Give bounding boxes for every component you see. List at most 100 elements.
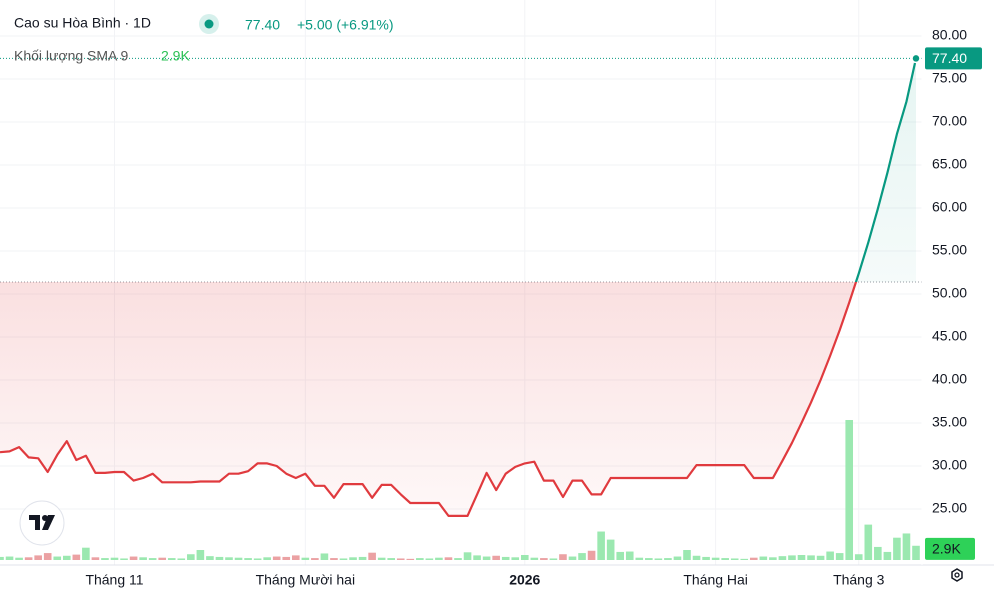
last-point [911, 53, 921, 64]
last-price: 77.40 [245, 17, 280, 33]
volume-bar [435, 557, 443, 560]
y-tick-label: 60.00 [932, 199, 967, 215]
volume-bar [253, 558, 262, 560]
volume-bar [444, 557, 453, 560]
y-tick-label: 35.00 [932, 414, 967, 430]
volume-bar [635, 557, 644, 560]
volume-bar [511, 557, 520, 560]
volume-sma-badge-label: 2.9K [932, 541, 961, 557]
x-tick-label: Tháng Mười hai [256, 572, 355, 588]
volume-bar [129, 556, 138, 560]
volume-bar [349, 557, 357, 560]
volume-bar [759, 556, 768, 560]
volume-bar [311, 558, 319, 560]
volume-bar [702, 556, 710, 560]
price-change: +5.00 (+6.91%) [297, 17, 394, 33]
volume-bar [167, 558, 176, 560]
tradingview-logo[interactable] [19, 500, 65, 546]
volume-bar [358, 556, 367, 560]
y-tick-label: 40.00 [932, 371, 967, 387]
volume-bar [215, 556, 224, 560]
volume-bar [5, 556, 14, 560]
volume-bar [587, 550, 596, 560]
volume-bar [282, 556, 291, 560]
volume-bar [425, 558, 434, 560]
volume-bar [101, 558, 109, 560]
volume-bar [826, 551, 834, 560]
volume-bar [454, 558, 462, 560]
settings-icon-center [954, 572, 960, 578]
volume-bar [291, 555, 300, 560]
volume-bar [597, 531, 605, 560]
y-tick-label: 70.00 [932, 113, 967, 129]
volume-bar [24, 557, 33, 560]
volume-bar [120, 558, 128, 560]
volume-bar [148, 558, 157, 560]
volume-bar [339, 558, 348, 560]
x-tick-label: Tháng Hai [683, 572, 748, 588]
volume-bar [797, 555, 806, 560]
volume-bar [692, 555, 701, 560]
volume-bar [15, 557, 23, 560]
status-dot [204, 19, 214, 29]
volume-bar [244, 558, 252, 560]
volume-bar [206, 556, 214, 560]
volume-bar [301, 557, 310, 560]
volume-bar [835, 553, 844, 560]
volume-bar [72, 554, 81, 560]
volume-bar [578, 553, 586, 560]
volume-bar [330, 558, 338, 560]
volume-bar [816, 555, 825, 560]
volume-bar [187, 554, 195, 560]
volume-bar [34, 555, 42, 560]
volume-bar [874, 546, 882, 560]
volume-bar [482, 556, 491, 560]
volume-bar [158, 557, 167, 560]
last-price-badge [925, 47, 982, 70]
volume-bar [683, 550, 691, 560]
volume-bar [730, 558, 739, 560]
y-tick-label: 75.00 [932, 70, 967, 86]
volume-bar [912, 545, 920, 560]
volume-bar [664, 558, 672, 560]
volume-bar [62, 555, 71, 560]
settings-button[interactable] [951, 568, 963, 582]
volume-bar [902, 533, 911, 560]
volume-bar [387, 558, 396, 560]
volume-bar [368, 552, 376, 560]
volume-sma-value: 2.9K [161, 48, 190, 64]
y-tick-label: 80.00 [932, 27, 967, 43]
y-tick-label: 65.00 [932, 156, 967, 172]
volume-bar [625, 551, 634, 560]
volume-bar [463, 552, 472, 560]
volume-bar [377, 557, 386, 560]
y-tick-label: 50.00 [932, 285, 967, 301]
volume-bar [749, 557, 758, 560]
x-tick-label: 2026 [509, 572, 540, 588]
volume-bar [807, 555, 815, 560]
volume-bar [225, 557, 233, 560]
volume-bar [645, 558, 653, 560]
volume-bar [845, 420, 854, 560]
y-tick-label: 55.00 [932, 242, 967, 258]
volume-bar [893, 537, 901, 560]
volume-bar [540, 558, 548, 560]
y-tick-label: 45.00 [932, 328, 967, 344]
volume-bar [568, 556, 577, 560]
volume-bar [396, 558, 405, 560]
price-line [0, 58, 918, 517]
y-tick-label: 30.00 [932, 457, 967, 473]
volume-bar [654, 558, 663, 560]
volume-bar [854, 554, 863, 560]
volume-bar [416, 558, 424, 560]
volume-bar [740, 558, 749, 560]
last-price-badge-label: 77.40 [932, 50, 967, 66]
volume-bar [473, 555, 481, 560]
volume-bar [110, 557, 119, 560]
volume-bar [549, 558, 558, 560]
volume-bar [520, 555, 529, 560]
volume-bar [711, 557, 720, 560]
volume-bar [0, 556, 4, 560]
volume-bar [778, 556, 787, 560]
